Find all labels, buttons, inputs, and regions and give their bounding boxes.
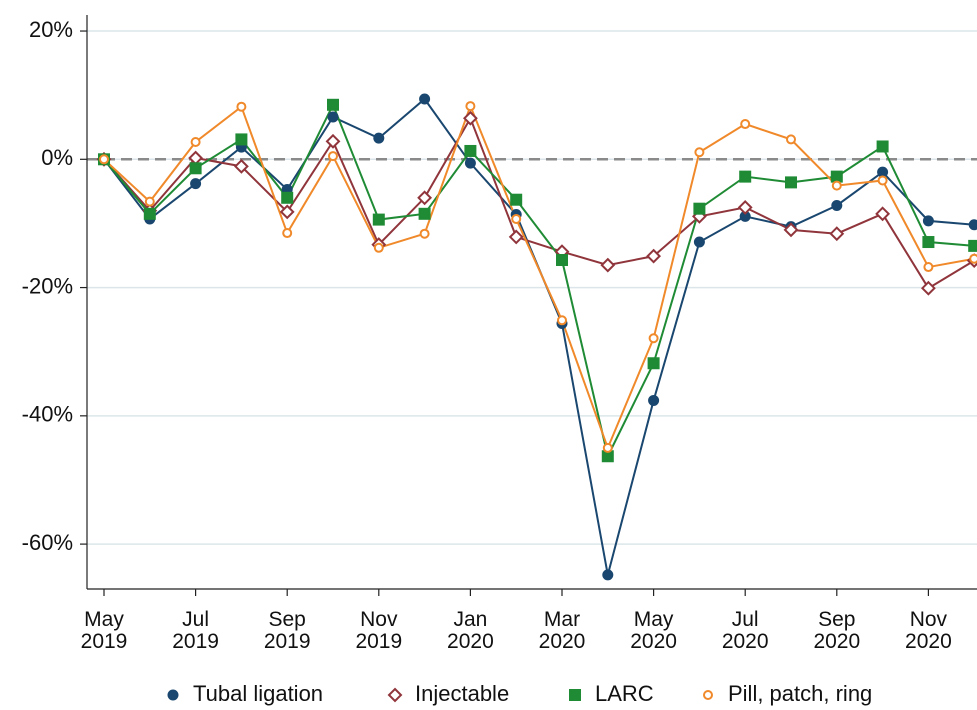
- x-tick-label: Sep 2019: [263, 608, 311, 653]
- legend-label: Tubal ligation: [193, 681, 323, 706]
- legend-marker: [167, 689, 179, 701]
- y-tick-label: -60%: [22, 530, 73, 555]
- data-point: [281, 191, 294, 204]
- data-point: [282, 228, 293, 239]
- series-line: [103, 103, 975, 451]
- data-point: [464, 157, 476, 169]
- data-point: [327, 111, 339, 123]
- data-point: [829, 226, 845, 242]
- data-point: [373, 132, 385, 144]
- data-point: [419, 228, 430, 239]
- data-point: [739, 170, 752, 183]
- data-point: [462, 110, 478, 126]
- legend-marker: [569, 689, 581, 701]
- x-tick-label: Nov 2019: [355, 608, 403, 653]
- y-tick-label: -40%: [22, 402, 73, 427]
- x-tick-label: May 2020: [630, 608, 677, 653]
- data-point: [693, 202, 706, 215]
- data-point: [737, 199, 753, 215]
- data-point: [373, 242, 384, 253]
- data-point: [190, 178, 202, 190]
- data-point: [233, 158, 249, 174]
- data-point: [600, 257, 616, 273]
- data-point: [783, 222, 799, 238]
- series-line: [103, 97, 975, 576]
- data-point: [508, 229, 524, 245]
- data-point: [922, 236, 935, 249]
- series-line: [103, 102, 975, 460]
- data-point: [279, 204, 295, 220]
- data-point: [647, 357, 660, 370]
- data-point: [875, 206, 891, 222]
- data-point: [328, 151, 338, 162]
- y-tick-label: 0%: [41, 145, 73, 170]
- data-point: [922, 215, 934, 227]
- data-point: [465, 101, 476, 112]
- data-point: [236, 101, 247, 112]
- data-point: [877, 175, 888, 186]
- data-point: [968, 239, 977, 252]
- x-tick-label: Nov 2020: [905, 608, 952, 653]
- data-point: [602, 442, 613, 453]
- data-point: [189, 162, 202, 175]
- data-point: [556, 253, 568, 266]
- data-point: [510, 193, 523, 206]
- x-tick-label: Sep 2020: [813, 608, 861, 653]
- y-tick-label: -20%: [22, 273, 73, 298]
- data-point: [235, 133, 248, 146]
- data-point: [372, 213, 385, 226]
- data-point: [876, 140, 889, 153]
- legend-marker: [387, 687, 403, 703]
- data-point: [740, 119, 751, 130]
- y-tick-label: 20%: [29, 17, 73, 42]
- legend-label: Pill, patch, ring: [728, 681, 872, 706]
- data-point: [785, 176, 797, 189]
- legend-marker: [703, 690, 713, 700]
- data-point: [648, 333, 659, 344]
- x-tick-label: May 2019: [80, 608, 128, 653]
- data-point: [877, 166, 889, 178]
- data-point: [143, 207, 156, 220]
- data-point: [693, 236, 705, 248]
- data-point: [418, 207, 431, 220]
- data-point: [511, 213, 522, 224]
- data-point: [190, 136, 201, 147]
- data-point: [830, 170, 843, 183]
- data-point: [786, 134, 796, 145]
- data-point: [694, 147, 705, 158]
- data-point: [325, 133, 341, 149]
- data-point: [327, 98, 339, 111]
- data-point: [419, 93, 431, 105]
- x-tick-label: Mar 2020: [538, 608, 586, 653]
- data-point: [99, 154, 109, 165]
- data-point: [968, 219, 977, 231]
- data-point: [923, 262, 934, 273]
- data-point: [646, 248, 662, 264]
- data-point: [831, 180, 842, 191]
- data-point: [602, 569, 614, 581]
- legend-label: LARC: [595, 681, 654, 706]
- data-point: [648, 394, 660, 406]
- data-point: [831, 199, 843, 211]
- data-point: [557, 315, 567, 326]
- data-point: [920, 280, 936, 296]
- data-point: [969, 253, 977, 264]
- x-tick-label: Jan 2020: [447, 608, 494, 653]
- data-point: [417, 190, 433, 206]
- series-line: [103, 115, 975, 290]
- legend-label: Injectable: [415, 681, 509, 706]
- x-tick-label: Jul 2019: [172, 608, 219, 653]
- data-point: [464, 144, 477, 157]
- x-tick-label: Jul 2020: [721, 608, 769, 653]
- data-point: [144, 196, 155, 207]
